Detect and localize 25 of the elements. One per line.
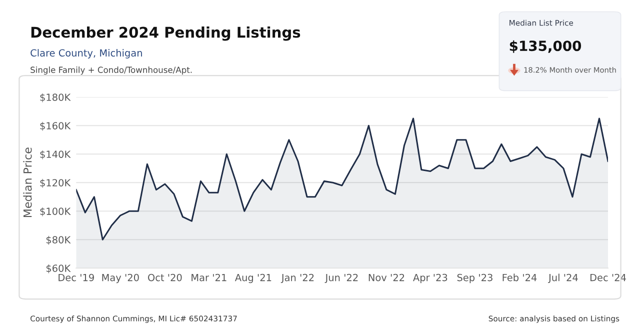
x-tick-label: Nov '22 [368, 274, 404, 282]
x-tick-label: May '20 [102, 274, 139, 284]
y-axis-title: Median Price [23, 148, 32, 218]
x-tick-label: Aug '21 [234, 274, 272, 284]
x-tick-label: Mar '21 [192, 274, 226, 282]
x-tick-label: Dec '19 [58, 274, 94, 282]
text: $135,000 [510, 40, 582, 53]
x-tick-label: Jul '24 [548, 274, 578, 284]
y-tick-label: $80K [46, 236, 71, 245]
y-tick-label: $100K [40, 207, 71, 216]
chart-title: December 2024 Pending Listings [31, 26, 300, 41]
x-tick-label: Dec '24 [590, 274, 626, 282]
text: Single Family + Condo/Townhouse/Apt. [30, 66, 192, 75]
y-tick-label: $120K [40, 178, 71, 188]
x-tick-label: Apr '23 [413, 274, 448, 284]
y-tick-label: $140K [40, 150, 71, 160]
x-tick-label: Oct '20 [148, 274, 182, 282]
x-tick-label: Sep '23 [457, 274, 492, 284]
y-tick-label: $160K [40, 122, 71, 131]
x-tick-label: Feb '24 [502, 274, 537, 282]
x-tick-label: Jan '22 [280, 274, 314, 284]
y-tick-label: $180K [40, 93, 71, 102]
chart-subtitle: Clare County, Michigan [30, 49, 142, 58]
x-tick-label: Jun '22 [324, 274, 358, 284]
y-tick-label: $60K [46, 264, 71, 274]
